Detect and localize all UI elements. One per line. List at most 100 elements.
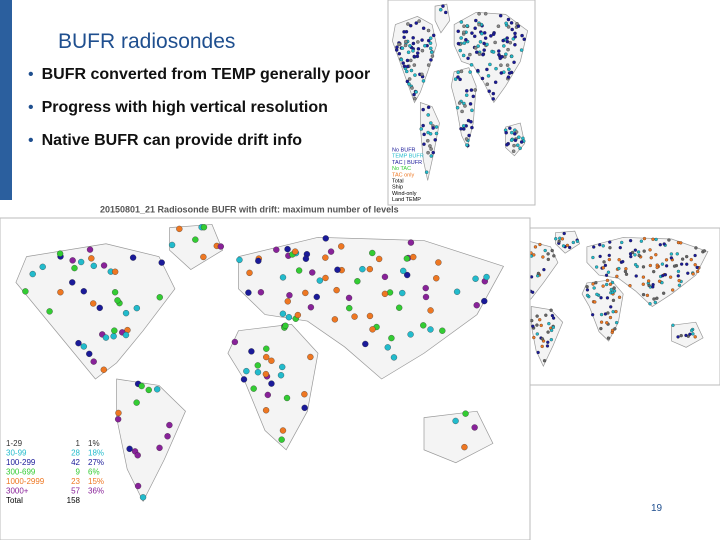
station-dot	[602, 260, 606, 264]
station-dot	[532, 335, 536, 340]
station-dot	[477, 22, 481, 27]
station-dot	[464, 93, 469, 97]
station-dot	[110, 333, 117, 340]
station-dot	[400, 46, 405, 50]
station-dot	[634, 274, 638, 278]
station-dot	[397, 51, 402, 56]
station-dot	[561, 244, 566, 248]
station-dot	[546, 252, 550, 256]
station-dot	[535, 332, 539, 336]
station-dot	[114, 297, 121, 304]
station-dot	[493, 40, 497, 45]
station-dot	[594, 281, 598, 285]
station-dot	[601, 266, 605, 270]
station-dot	[641, 292, 646, 297]
station-dot	[676, 335, 680, 339]
station-dot	[462, 24, 466, 29]
station-dot	[322, 235, 329, 242]
station-dot	[263, 353, 270, 361]
station-dot	[434, 131, 439, 136]
station-dot	[608, 246, 612, 250]
station-dot	[488, 62, 492, 67]
station-dot	[421, 123, 425, 128]
station-dot	[426, 38, 431, 43]
station-dot	[474, 50, 479, 54]
station-dot	[284, 245, 291, 253]
station-dot	[470, 125, 474, 130]
station-dot	[607, 253, 611, 258]
station-dot	[416, 40, 420, 44]
station-dot	[154, 386, 161, 393]
station-dot	[648, 263, 653, 268]
legend-label: No BUFR	[392, 147, 416, 153]
station-dot	[649, 256, 653, 260]
station-dot	[516, 24, 521, 28]
station-dot	[551, 325, 555, 330]
station-dot	[71, 264, 78, 272]
station-dot	[351, 313, 358, 320]
station-dot	[590, 313, 595, 317]
station-dot	[467, 133, 471, 138]
station-dot	[651, 237, 655, 241]
station-dot	[396, 304, 403, 311]
station-dot	[217, 243, 224, 250]
page-number: 19	[651, 503, 663, 514]
station-dot	[423, 43, 427, 48]
station-dot	[406, 22, 410, 26]
station-dot	[473, 302, 480, 309]
slide-title: BUFR radiosondes	[58, 30, 236, 53]
station-dot	[414, 21, 419, 25]
station-dot	[469, 63, 474, 67]
station-dot	[539, 323, 543, 328]
station-dot	[677, 283, 682, 287]
station-dot	[628, 284, 632, 288]
station-dot	[268, 357, 275, 364]
station-dot	[567, 245, 572, 250]
station-dot	[415, 51, 420, 55]
station-dot	[462, 41, 467, 45]
station-dot	[139, 494, 147, 501]
station-dot	[483, 36, 488, 40]
station-dot	[56, 250, 64, 257]
legend-label: No TAC	[392, 166, 411, 172]
station-dot	[629, 254, 633, 259]
station-dot	[263, 345, 270, 352]
station-dot	[607, 257, 611, 262]
station-dot	[624, 272, 629, 276]
station-dot	[422, 132, 426, 137]
station-dot	[676, 274, 680, 278]
station-dot	[262, 370, 270, 378]
station-dot	[557, 239, 561, 244]
station-dot	[395, 45, 399, 49]
station-dot	[601, 284, 605, 288]
station-dot	[652, 269, 656, 274]
station-dot	[658, 243, 662, 247]
station-dot	[434, 125, 439, 129]
station-dot	[672, 264, 677, 268]
station-dot	[309, 269, 316, 276]
station-dot	[444, 10, 448, 15]
station-dot	[415, 54, 420, 59]
station-dot	[465, 24, 469, 28]
station-dot	[685, 262, 689, 266]
station-dot	[158, 259, 165, 266]
station-dot	[667, 238, 671, 242]
land	[419, 102, 440, 181]
station-dot	[550, 313, 555, 318]
station-dot	[505, 63, 510, 67]
station-dot	[680, 257, 685, 261]
station-dot	[404, 39, 408, 44]
legend-count: 42	[71, 458, 80, 467]
station-dot	[461, 444, 468, 451]
station-dot	[677, 278, 681, 283]
station-dot	[552, 254, 556, 258]
station-dot	[404, 271, 411, 279]
station-dot	[424, 170, 429, 174]
station-dot	[46, 308, 53, 315]
station-dot	[411, 49, 415, 53]
station-dot	[543, 248, 547, 253]
station-dot	[422, 142, 426, 146]
station-dot	[512, 143, 516, 148]
station-dot	[592, 245, 596, 249]
